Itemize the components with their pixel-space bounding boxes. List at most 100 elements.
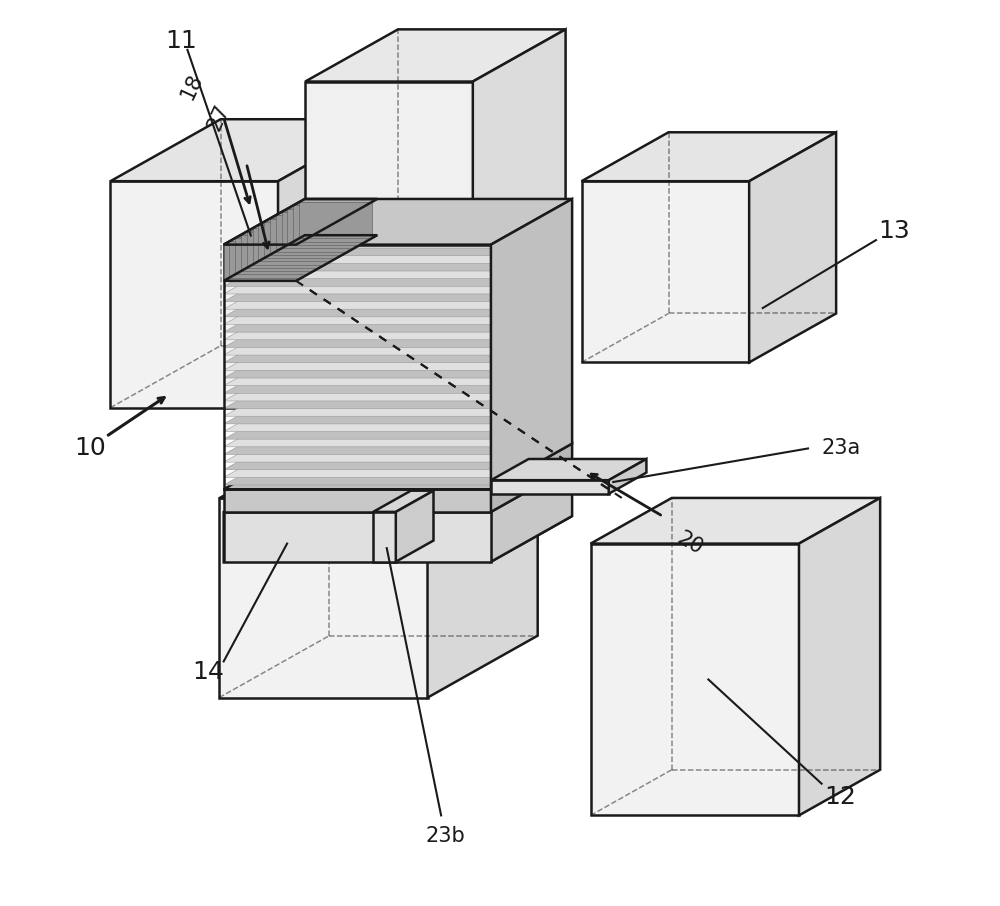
- Polygon shape: [224, 226, 572, 271]
- Polygon shape: [224, 241, 572, 286]
- Polygon shape: [224, 217, 572, 264]
- Polygon shape: [799, 498, 880, 815]
- Polygon shape: [224, 199, 572, 245]
- Polygon shape: [491, 255, 572, 305]
- Polygon shape: [491, 199, 572, 489]
- Polygon shape: [276, 213, 352, 216]
- Polygon shape: [491, 393, 572, 443]
- Polygon shape: [224, 294, 572, 340]
- Polygon shape: [224, 279, 572, 324]
- Polygon shape: [491, 202, 572, 252]
- Polygon shape: [224, 417, 572, 462]
- Polygon shape: [247, 232, 319, 268]
- Polygon shape: [428, 437, 538, 698]
- Polygon shape: [373, 491, 433, 512]
- Polygon shape: [293, 204, 369, 206]
- Polygon shape: [224, 512, 491, 562]
- Polygon shape: [224, 202, 572, 248]
- Polygon shape: [224, 324, 572, 371]
- Polygon shape: [582, 132, 836, 181]
- Polygon shape: [299, 200, 375, 202]
- Polygon shape: [224, 302, 572, 347]
- Polygon shape: [224, 317, 572, 362]
- Polygon shape: [258, 225, 331, 261]
- Polygon shape: [219, 437, 538, 498]
- Polygon shape: [278, 120, 388, 408]
- Polygon shape: [224, 432, 572, 477]
- Polygon shape: [224, 378, 572, 424]
- Text: 14: 14: [192, 660, 224, 684]
- Polygon shape: [287, 207, 363, 208]
- Polygon shape: [270, 217, 346, 218]
- Polygon shape: [491, 417, 572, 467]
- Polygon shape: [224, 355, 572, 401]
- Text: 11: 11: [165, 29, 197, 53]
- Polygon shape: [110, 181, 278, 408]
- Polygon shape: [491, 241, 572, 291]
- Polygon shape: [241, 233, 317, 235]
- Polygon shape: [224, 286, 572, 333]
- Polygon shape: [491, 333, 572, 382]
- Polygon shape: [235, 238, 308, 275]
- Text: 18: 18: [177, 70, 207, 102]
- Polygon shape: [293, 206, 366, 242]
- Polygon shape: [582, 181, 749, 362]
- Polygon shape: [491, 286, 572, 336]
- Polygon shape: [491, 444, 572, 512]
- Polygon shape: [299, 202, 372, 238]
- Text: 20: 20: [674, 528, 707, 559]
- Polygon shape: [224, 371, 572, 416]
- Polygon shape: [224, 439, 572, 485]
- Polygon shape: [224, 489, 491, 512]
- Polygon shape: [224, 401, 572, 447]
- Polygon shape: [224, 467, 305, 562]
- Polygon shape: [491, 271, 572, 321]
- Polygon shape: [491, 401, 572, 451]
- Polygon shape: [258, 223, 334, 225]
- Polygon shape: [282, 212, 354, 248]
- Polygon shape: [491, 378, 572, 428]
- Polygon shape: [224, 243, 300, 245]
- Polygon shape: [110, 120, 388, 181]
- Polygon shape: [473, 29, 566, 254]
- Polygon shape: [253, 228, 325, 265]
- Polygon shape: [491, 355, 572, 405]
- Polygon shape: [491, 386, 572, 436]
- Polygon shape: [491, 363, 572, 413]
- Polygon shape: [224, 255, 572, 302]
- Polygon shape: [491, 324, 572, 374]
- Polygon shape: [491, 409, 572, 458]
- Polygon shape: [241, 235, 314, 271]
- Polygon shape: [282, 210, 358, 212]
- Polygon shape: [287, 208, 360, 245]
- Polygon shape: [491, 210, 572, 260]
- Text: 13: 13: [878, 219, 910, 243]
- Polygon shape: [609, 459, 646, 494]
- Polygon shape: [491, 340, 572, 390]
- Polygon shape: [224, 348, 572, 393]
- Polygon shape: [491, 424, 572, 474]
- Polygon shape: [224, 233, 572, 279]
- Text: 12: 12: [824, 786, 856, 809]
- Polygon shape: [224, 310, 572, 355]
- Polygon shape: [270, 218, 343, 255]
- Polygon shape: [224, 248, 572, 294]
- Polygon shape: [396, 491, 433, 562]
- Polygon shape: [224, 245, 296, 281]
- Text: 23a: 23a: [822, 439, 861, 458]
- Polygon shape: [491, 348, 572, 398]
- Polygon shape: [591, 498, 880, 544]
- Polygon shape: [235, 236, 311, 238]
- Polygon shape: [219, 498, 428, 698]
- Polygon shape: [224, 264, 572, 309]
- Polygon shape: [224, 210, 572, 255]
- Polygon shape: [491, 317, 572, 367]
- Polygon shape: [264, 222, 337, 258]
- Polygon shape: [491, 217, 572, 267]
- Polygon shape: [491, 467, 572, 562]
- Polygon shape: [247, 229, 323, 232]
- Polygon shape: [491, 226, 572, 275]
- Polygon shape: [491, 480, 609, 494]
- Polygon shape: [491, 294, 572, 344]
- Polygon shape: [229, 239, 305, 241]
